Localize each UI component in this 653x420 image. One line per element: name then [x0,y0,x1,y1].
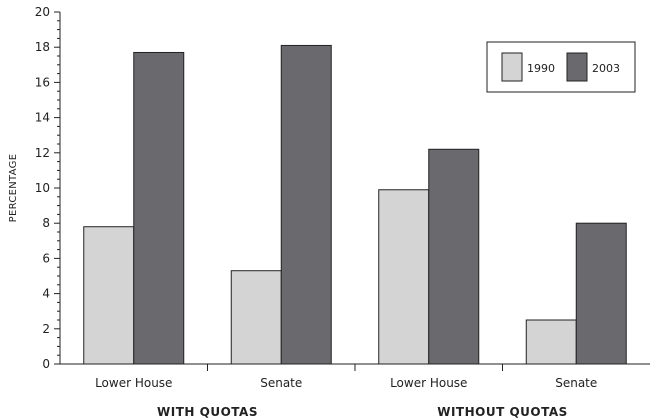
group-label: WITH QUOTAS [157,405,258,419]
y-tick-label: 6 [42,251,50,265]
y-tick-label: 4 [42,287,50,301]
y-tick-label: 14 [35,111,50,125]
x-tick-label: Lower House [390,376,467,390]
axes: 0 2 4 6 8 10 12 14 16 18 20 PERCENTAGE [8,5,650,371]
y-axis-label: PERCENTAGE [8,154,19,223]
x-tick-label: Senate [555,376,597,390]
legend-swatch-1990 [501,52,523,82]
y-tick-label: 2 [42,322,50,336]
y-tick-label: 20 [35,5,50,19]
y-tick-label: 8 [42,216,50,230]
group-label: WITHOUT QUOTAS [437,405,568,419]
y-tick-label: 12 [35,146,50,160]
x-tick-label: Lower House [95,376,172,390]
y-tick-label: 10 [35,181,50,195]
x-tick-label: Senate [260,376,302,390]
bar-2003-1 [280,44,332,365]
bar-1990-0 [83,226,135,365]
bar-1990-3 [525,319,577,365]
y-tick-label: 18 [35,40,50,54]
bar-2003-0 [133,51,185,365]
bar-2003-3 [575,222,627,365]
bars [83,44,627,365]
legend-label: 2003 [592,62,620,75]
legend-swatch-2003 [566,52,588,82]
labels: Lower House Senate Lower House Senate WITH Q… [95,376,597,419]
y-tick-label: 0 [42,357,50,371]
legend-label: 1990 [527,62,555,75]
y-tick-label: 16 [35,75,50,89]
bar-1990-2 [378,189,430,365]
bar-2003-2 [428,148,480,365]
bar-1990-1 [230,270,282,365]
legend: 1990 2003 [486,41,636,93]
